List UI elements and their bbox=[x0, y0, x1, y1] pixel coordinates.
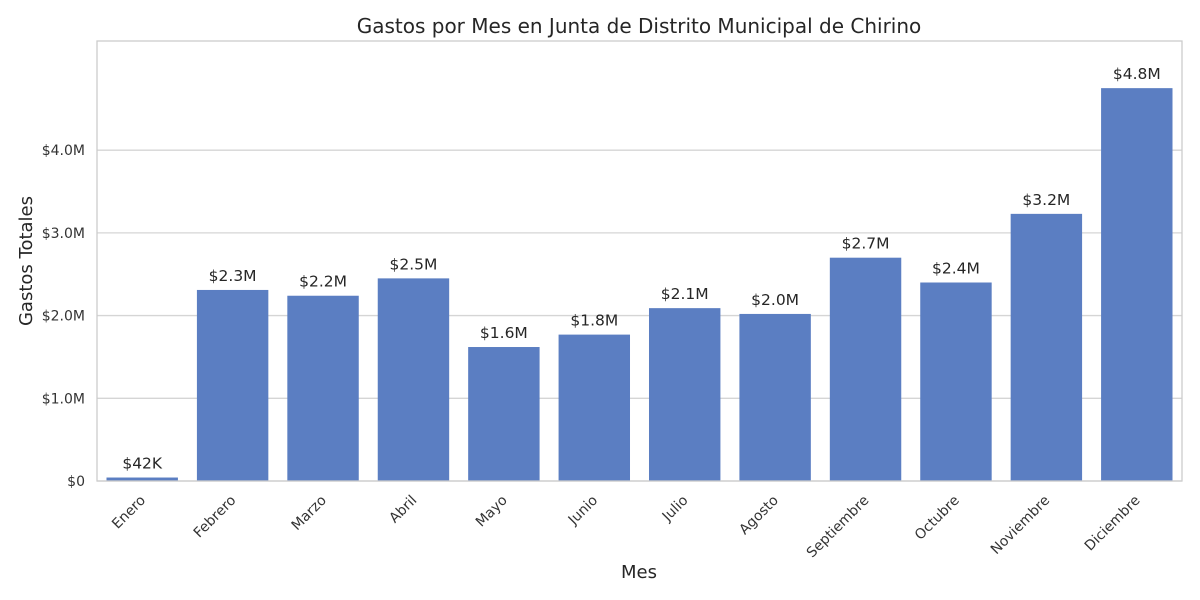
chart-title: Gastos por Mes en Junta de Distrito Muni… bbox=[357, 14, 922, 38]
bar-value-label: $2.5M bbox=[390, 255, 438, 273]
y-tick-label: $2.0M bbox=[42, 309, 85, 325]
bar bbox=[196, 289, 269, 481]
y-tick-label: $1.0M bbox=[42, 391, 85, 407]
x-tick-label: Septiembre bbox=[804, 493, 873, 562]
bar-value-label: $2.7M bbox=[842, 235, 890, 253]
bar-value-label: $2.1M bbox=[661, 285, 709, 303]
bar bbox=[648, 308, 721, 481]
x-tick-label: Febrero bbox=[191, 493, 240, 542]
bars-layer bbox=[106, 88, 1173, 482]
x-tick-label: Diciembre bbox=[1082, 493, 1144, 555]
bar bbox=[558, 334, 631, 481]
bar-value-label: $2.2M bbox=[299, 273, 347, 291]
bar bbox=[829, 257, 902, 481]
x-tick-label: Enero bbox=[109, 493, 149, 533]
plot-frame bbox=[96, 40, 1183, 482]
data-labels-layer: $42K $2.3M $2.2M $2.5M $1.6M $1.8M $2.1M $2.0M $… bbox=[122, 65, 1160, 472]
bar bbox=[468, 347, 540, 481]
bar bbox=[106, 477, 178, 481]
x-tick-label: Mayo bbox=[473, 493, 511, 531]
y-tick-label: $4.0M bbox=[42, 143, 85, 159]
bar-value-label: $3.2M bbox=[1022, 191, 1070, 209]
bar-value-label: $1.6M bbox=[480, 324, 528, 342]
x-tick-label: Noviembre bbox=[988, 493, 1053, 558]
bar bbox=[287, 295, 359, 481]
bar-value-label: $2.4M bbox=[932, 260, 980, 278]
y-axis-label: Gastos Totales bbox=[16, 196, 37, 326]
bar bbox=[920, 282, 992, 481]
x-tick-label: Abril bbox=[386, 493, 420, 527]
x-tick-label: Julio bbox=[659, 493, 692, 526]
bar bbox=[739, 313, 811, 481]
bar-value-label: $2.3M bbox=[209, 267, 257, 285]
bar-value-label: $1.8M bbox=[570, 312, 618, 330]
x-tick-label: Junio bbox=[565, 493, 601, 529]
x-axis-label: Mes bbox=[621, 562, 657, 583]
y-tick-label: $0 bbox=[67, 474, 85, 490]
y-tick-label: $3.0M bbox=[42, 226, 85, 242]
bar bbox=[1101, 88, 1173, 482]
bar bbox=[377, 278, 450, 481]
bar-value-label: $2.0M bbox=[751, 291, 799, 309]
y-ticks-layer: $0 $1.0M $2.0M $3.0M $4.0M bbox=[42, 143, 85, 490]
bar-value-label: $42K bbox=[122, 455, 163, 473]
bar bbox=[1010, 213, 1083, 481]
x-tick-label: Agosto bbox=[736, 493, 782, 539]
x-ticks-layer: Enero Febrero Marzo Abril Mayo Junio Julio Agos… bbox=[109, 493, 1143, 562]
x-tick-label: Marzo bbox=[289, 493, 330, 534]
bar-value-label: $4.8M bbox=[1113, 65, 1161, 83]
x-tick-label: Octubre bbox=[912, 493, 963, 544]
